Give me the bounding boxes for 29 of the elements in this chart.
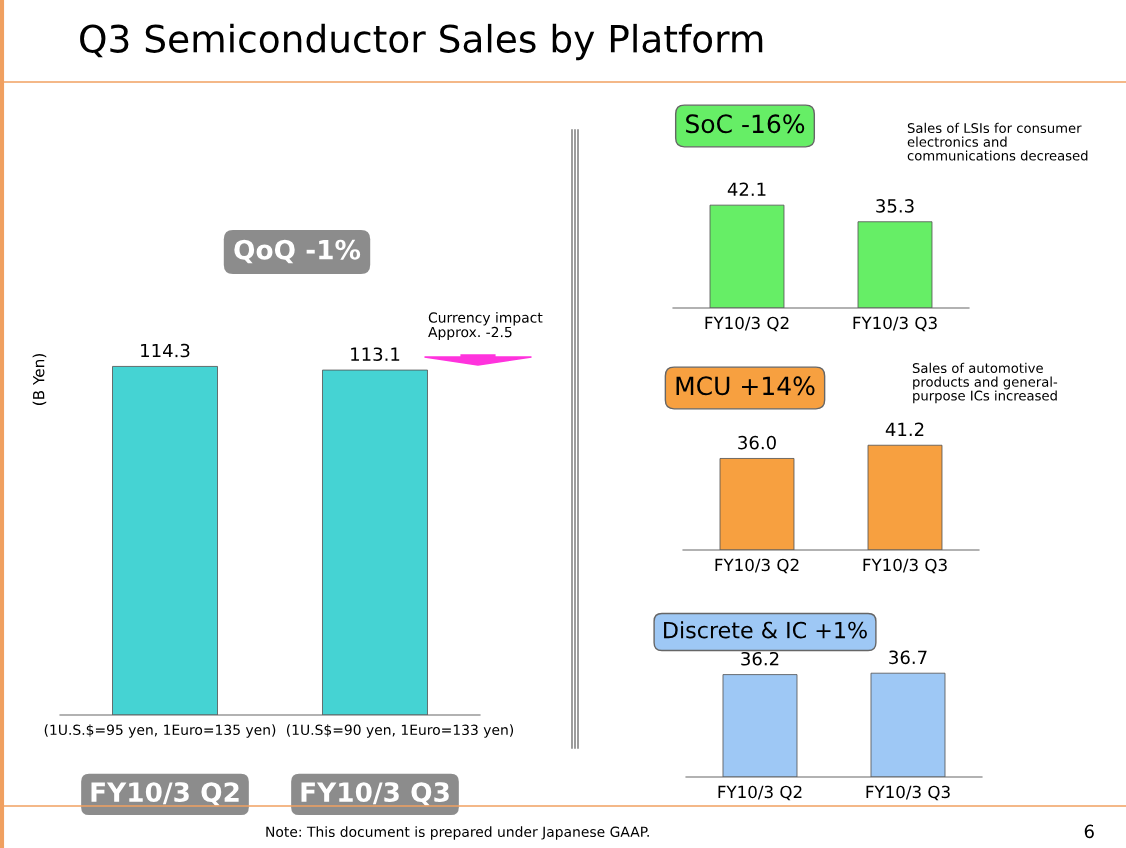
- x-tick-label: FY10/3 Q3: [853, 316, 937, 332]
- text: 6: [1084, 824, 1094, 839]
- data-label: 113.1: [351, 347, 400, 362]
- x-tick-label: FY10/3 Q3: [863, 558, 947, 574]
- text: Sales of LSIs for consumer electronics and communications decreased: [907, 122, 1088, 161]
- chart-title: Q3 Semiconductor Sales by Platform: [80, 23, 763, 61]
- text: (1U.S.$=95 yen, 1Euro=135 yen): [44, 724, 276, 738]
- data-label: 114.3: [141, 343, 190, 358]
- x-tick-label: FY10/3 Q2: [715, 558, 799, 574]
- x-tick-label: FY10/3 Q2: [91, 782, 239, 806]
- chart-title: MCU +14%: [676, 376, 815, 396]
- y-axis-title: (B Yen): [32, 353, 47, 406]
- data-label: 41.2: [885, 422, 924, 436]
- data-label: 35.3: [876, 199, 914, 213]
- text: (1U.S$=90 yen, 1Euro=133 yen): [286, 724, 514, 738]
- x-tick-label: FY10/3 Q2: [705, 316, 789, 332]
- chart-subtitle: QoQ -1%: [234, 239, 361, 264]
- data-label: 42.1: [727, 182, 766, 196]
- x-tick-label: FY10/3 Q3: [301, 782, 449, 806]
- text: Currency impact Approx. -2.5: [428, 312, 543, 340]
- x-tick-label: FY10/3 Q3: [866, 785, 950, 801]
- x-tick-label: FY10/3 Q2: [718, 785, 802, 801]
- data-label: 36.7: [889, 650, 927, 665]
- data-label: 36.2: [741, 651, 779, 666]
- text: Note: This document is prepared under Japanese GAAP.: [266, 826, 649, 840]
- text: Sales of automotive products and general- purpose ICs increased: [912, 362, 1058, 404]
- chart-title: SoC -16%: [686, 114, 805, 134]
- chart-title: Discrete & IC +1%: [664, 621, 867, 639]
- data-label: 36.0: [738, 435, 776, 450]
